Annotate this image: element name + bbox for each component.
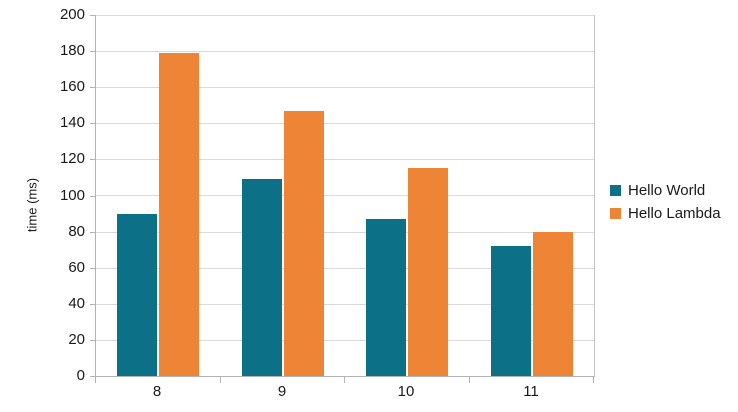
y-tick-label-140: 140: [59, 114, 85, 131]
bar-hello-lambda-9: [284, 111, 324, 376]
x-tick-label-11: 11: [523, 383, 539, 400]
y-tick-label-60: 60: [68, 259, 85, 276]
y-tick-mark-80: [90, 232, 95, 233]
gridline-180: [96, 51, 594, 52]
y-tick-mark-140: [90, 123, 95, 124]
y-tick-mark-120: [90, 159, 95, 160]
y-tick-label-0: 0: [76, 367, 85, 384]
bar-hello-lambda-11: [533, 232, 573, 376]
y-tick-label-160: 160: [59, 78, 85, 95]
x-tick-mark-1: [220, 377, 221, 383]
y-tick-mark-60: [90, 268, 95, 269]
bar-hello-world-10: [366, 219, 406, 376]
legend-label: Hello World: [628, 182, 706, 199]
gridline-100: [96, 195, 594, 196]
x-tick-label-8: 8: [152, 383, 162, 400]
bar-hello-lambda-10: [408, 168, 448, 376]
legend-swatch-icon: [610, 185, 621, 196]
bar-hello-world-9: [242, 179, 282, 376]
gridline-20: [96, 340, 594, 341]
gridline-80: [96, 232, 594, 233]
y-tick-label-100: 100: [59, 187, 85, 204]
y-tick-label-20: 20: [68, 331, 85, 348]
legend-item-hello-lambda: Hello Lambda: [610, 206, 721, 221]
gridline-40: [96, 304, 594, 305]
x-tick-mark-0: [95, 377, 96, 383]
x-tick-label-9: 9: [277, 383, 287, 400]
gridline-200: [96, 15, 594, 16]
y-tick-mark-100: [90, 196, 95, 197]
plot-area: [95, 15, 595, 377]
bar-hello-world-11: [491, 246, 531, 376]
y-tick-mark-0: [90, 376, 95, 377]
y-tick-label-120: 120: [59, 150, 85, 167]
bar-hello-world-8: [117, 214, 157, 376]
x-tick-mark-3: [469, 377, 470, 383]
y-tick-mark-20: [90, 340, 95, 341]
legend-label: Hello Lambda: [628, 205, 721, 222]
y-tick-mark-180: [90, 51, 95, 52]
gridline-160: [96, 87, 594, 88]
y-tick-label-180: 180: [59, 42, 85, 59]
y-tick-mark-160: [90, 87, 95, 88]
legend: Hello World Hello Lambda: [610, 183, 721, 221]
y-tick-label-200: 200: [59, 6, 85, 23]
gridline-140: [96, 123, 594, 124]
gridline-60: [96, 268, 594, 269]
x-tick-label-10: 10: [397, 383, 415, 400]
x-tick-mark-2: [344, 377, 345, 383]
y-tick-mark-200: [90, 15, 95, 16]
y-tick-label-40: 40: [68, 295, 85, 312]
bar-hello-lambda-8: [159, 53, 199, 376]
y-tick-mark-40: [90, 304, 95, 305]
legend-swatch-icon: [610, 208, 621, 219]
legend-item-hello-world: Hello World: [610, 183, 721, 198]
y-tick-label-80: 80: [68, 223, 85, 240]
x-tick-mark-4: [593, 377, 594, 383]
gridline-120: [96, 159, 594, 160]
